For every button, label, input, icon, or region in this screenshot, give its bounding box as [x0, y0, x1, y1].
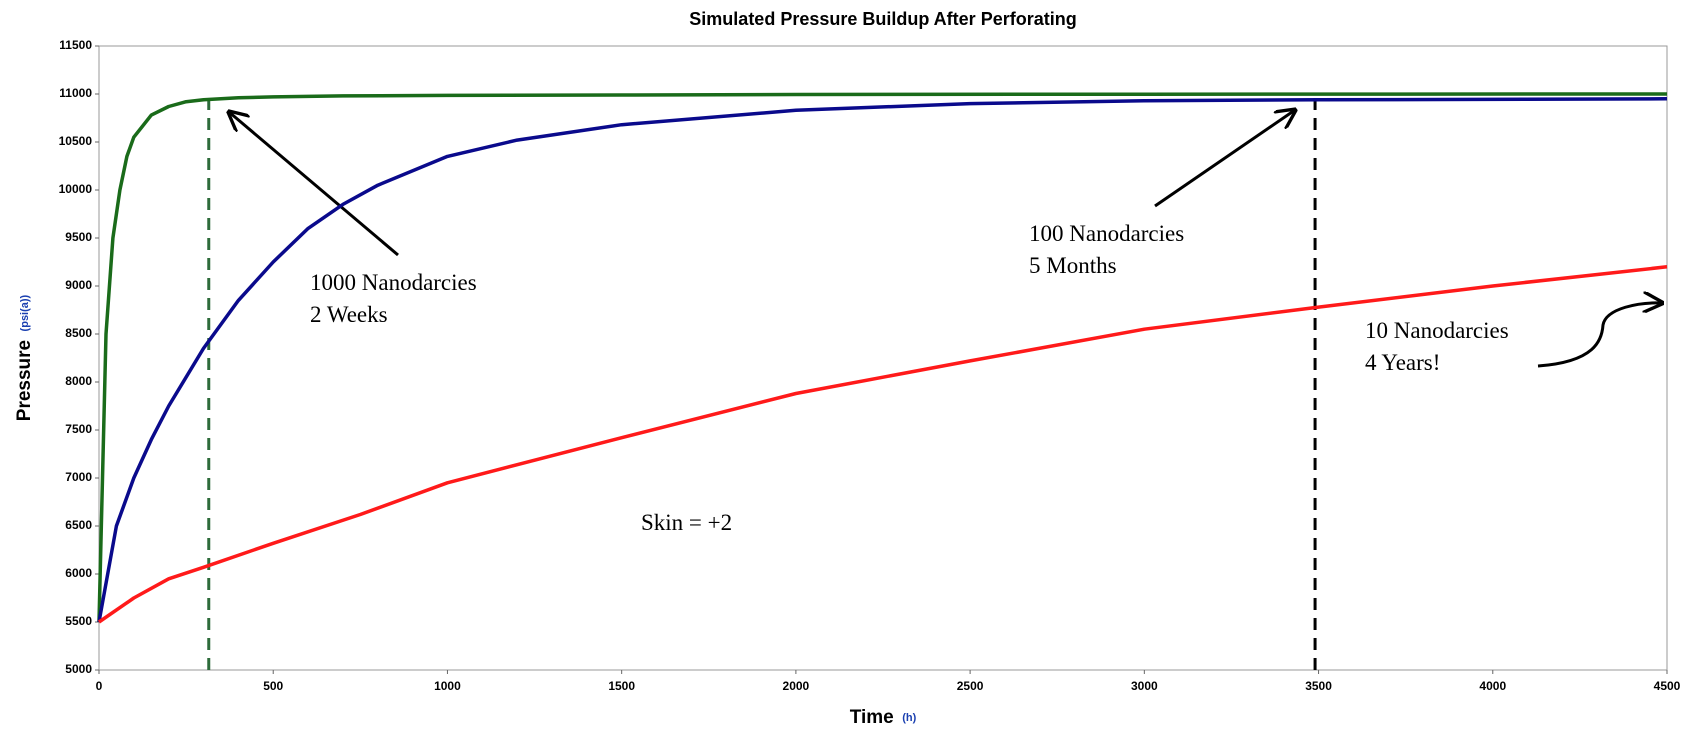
- annotation: 4 Years!: [1365, 350, 1440, 375]
- y-tick-label: 8500: [65, 326, 92, 340]
- y-tick-label: 9500: [65, 230, 92, 244]
- y-tick-label: 9000: [65, 278, 92, 292]
- x-axis-label: Time (h): [850, 707, 917, 728]
- x-tick-label: 4500: [1654, 679, 1681, 693]
- arrow: [229, 112, 399, 257]
- annotation: 10 Nanodarcies: [1365, 318, 1509, 343]
- series-line: [97, 97, 1668, 623]
- x-tick-label: 500: [263, 679, 283, 693]
- arrow: [1154, 110, 1295, 208]
- x-unit: (h): [902, 712, 916, 724]
- x-tick-label: 4000: [1479, 679, 1506, 693]
- x-tick-label: 3000: [1131, 679, 1158, 693]
- y-tick-label: 10000: [59, 182, 93, 196]
- x-tick-label: 2000: [783, 679, 810, 693]
- x-tick-label: 0: [96, 679, 103, 693]
- annotation: Skin = +2: [641, 510, 732, 535]
- y-tick-label: 5000: [65, 662, 92, 676]
- y-tick-label: 8000: [65, 374, 92, 388]
- series-line: [98, 265, 1668, 624]
- y-tick-label: 6000: [65, 566, 92, 580]
- annotation: 1000 Nanodarcies: [310, 270, 477, 295]
- y-tick-label: 5500: [65, 614, 92, 628]
- annotation: 5 Months: [1029, 253, 1117, 278]
- annotation: 100 Nanodarcies: [1029, 221, 1184, 246]
- x-tick-label: 1000: [434, 679, 461, 693]
- y-label: Pressure: [14, 340, 35, 421]
- plot-frame: [98, 45, 1668, 671]
- y-tick-label: 11500: [59, 38, 92, 52]
- x-tick-label: 3500: [1305, 679, 1332, 693]
- y-tick-label: 10500: [59, 134, 93, 148]
- y-tick-label: 7000: [65, 470, 92, 484]
- arrow: [1537, 303, 1662, 368]
- y-axis-label: Pressure (psi(a)): [14, 294, 35, 421]
- annotation: 2 Weeks: [310, 302, 388, 327]
- y-unit: (psi(a)): [19, 294, 31, 331]
- y-tick-label: 11000: [59, 86, 92, 100]
- x-tick-label: 2500: [957, 679, 984, 693]
- x-tick-label: 1500: [608, 679, 635, 693]
- chart-title: Simulated Pressure Buildup After Perfora…: [689, 9, 1076, 29]
- y-tick-label: 7500: [65, 422, 92, 436]
- y-tick-label: 6500: [65, 518, 92, 532]
- series-line: [97, 92, 1668, 623]
- x-label: Time: [850, 707, 894, 728]
